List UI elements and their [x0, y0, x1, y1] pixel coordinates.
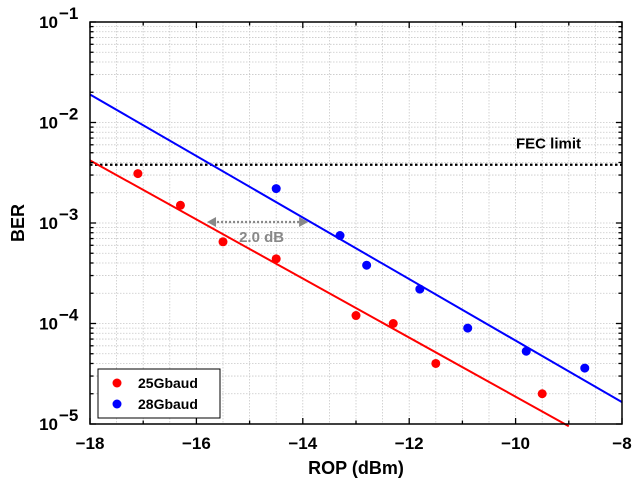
data-point-25gbaud [351, 311, 361, 321]
y-tick-labels: 10−510−410−310−210−1 [39, 4, 79, 434]
power-penalty-annotation: 2.0 dB [207, 217, 309, 246]
y-tick-label-exponent: −5 [59, 406, 78, 425]
fit-line-28gbaud [89, 93, 623, 404]
y-tick-label: 10 [39, 13, 58, 32]
data-point-25gbaud [218, 237, 228, 247]
x-tick-label: −14 [288, 434, 317, 453]
data-point-28gbaud [335, 231, 345, 241]
x-axis-title: ROP (dBm) [308, 458, 404, 478]
y-tick-label-exponent: −2 [59, 105, 78, 124]
x-tick-label: −18 [76, 434, 105, 453]
legend: 25Gbaud 28Gbaud [97, 368, 221, 419]
y-axis-title: BER [8, 204, 28, 242]
annotation-arrowhead-left [207, 217, 217, 227]
x-tick-labels: −18 −16 −14 −12 −10 −8 [76, 434, 632, 453]
data-point-25gbaud [388, 319, 398, 328]
x-tick-label: −16 [182, 434, 211, 453]
data-point-25gbaud [537, 389, 547, 399]
fit-lines [89, 93, 623, 428]
y-tick-label-exponent: −1 [59, 4, 78, 23]
data-point-28gbaud [521, 346, 531, 356]
data-point-28gbaud [415, 284, 425, 294]
fit-line-25gbaud [89, 159, 570, 428]
y-tick-label: 10 [39, 415, 58, 434]
legend-marker-25gbaud [112, 378, 122, 388]
data-point-25gbaud [431, 358, 441, 368]
y-tick-label-exponent: −3 [59, 205, 78, 224]
axis-ticks [89, 21, 623, 425]
legend-label-25gbaud: 25Gbaud [138, 375, 198, 391]
legend-marker-28gbaud [112, 399, 122, 409]
fec-limit-label: FEC limit [516, 136, 581, 153]
fec-limit-line: FEC limit [90, 136, 622, 166]
grid-lines [89, 22, 623, 425]
data-point-25gbaud [133, 169, 143, 179]
legend-box [97, 368, 221, 419]
y-tick-label: 10 [39, 114, 58, 133]
data-point-28gbaud [271, 184, 281, 194]
data-point-28gbaud [580, 363, 590, 373]
annotation-label: 2.0 dB [239, 229, 284, 246]
data-point-28gbaud [463, 323, 473, 333]
x-tick-label: −12 [395, 434, 424, 453]
data-points [133, 169, 590, 399]
legend-label-28gbaud: 28Gbaud [138, 396, 198, 412]
data-point-28gbaud [362, 260, 372, 270]
y-tick-label: 10 [39, 214, 58, 233]
data-point-25gbaud [175, 200, 185, 210]
y-tick-label: 10 [39, 315, 58, 334]
x-tick-label: −8 [612, 434, 631, 453]
y-tick-label-exponent: −4 [59, 306, 79, 325]
data-point-25gbaud [271, 254, 281, 264]
x-tick-label: −10 [501, 434, 530, 453]
annotation-arrowhead-right [299, 217, 309, 227]
